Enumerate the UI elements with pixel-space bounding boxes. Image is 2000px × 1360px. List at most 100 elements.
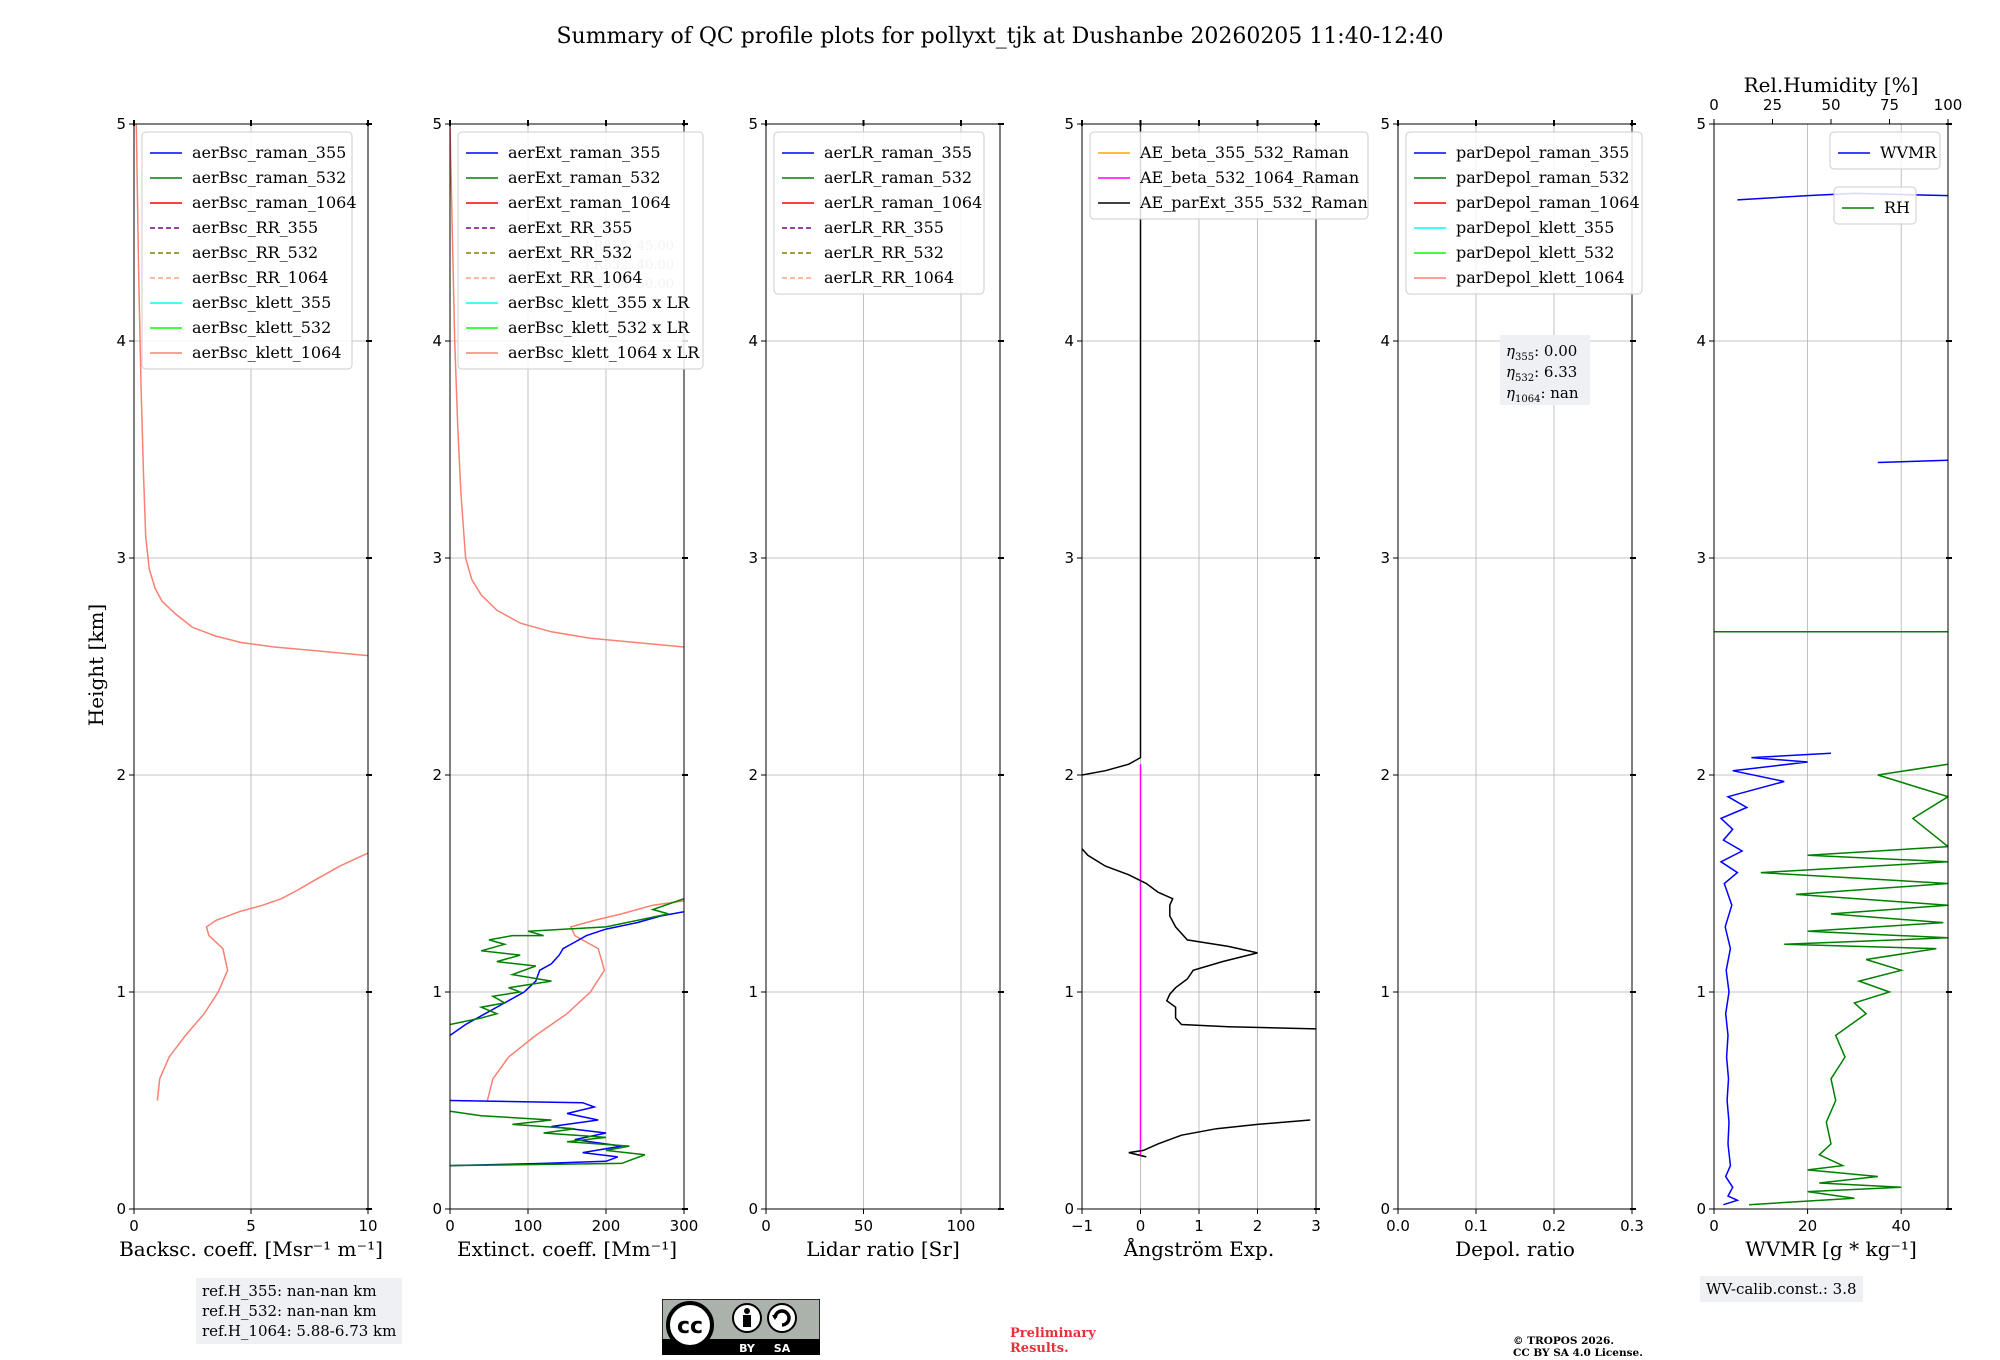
x-tick-label: 100 (947, 1217, 976, 1235)
cc-sa-text: SA (774, 1342, 791, 1355)
x-tick-label: 10 (358, 1217, 377, 1235)
legend-label: parDepol_klett_1064 (1456, 268, 1625, 287)
legend-label: WVMR (1880, 143, 1937, 162)
y-tick-label: 5 (1064, 115, 1074, 133)
y-tick-label: 2 (1696, 766, 1706, 784)
axes-frame (1397, 123, 1633, 1210)
top-x-tick-label: 25 (1763, 96, 1782, 114)
series-line-aerext-raman-355 (450, 910, 684, 1037)
y-tick-label: 0 (1064, 1200, 1074, 1218)
series-line-ae-parext-355-532-raman (1082, 848, 1316, 1030)
eta-line: η355: 0.00 (1506, 342, 1577, 363)
y-tick-label: 2 (748, 766, 758, 784)
legend-box (1089, 131, 1369, 220)
x-axis-label: WVMR [g * kg⁻¹] (1745, 1237, 1917, 1261)
legend-label: aerBsc_RR_355 (192, 218, 318, 237)
y-tick-label: 4 (1696, 332, 1706, 350)
eta-value: : 0.00 (1534, 342, 1577, 360)
y-tick-label: 5 (116, 115, 126, 133)
eta-symbol: η (1506, 363, 1515, 381)
series-line-ae-parext-355-532-raman (1082, 124, 1142, 776)
cc-license-badge: cc BY SA (661, 1298, 821, 1359)
series-wvmr (1714, 192, 1948, 1206)
y-tick-label: 3 (1380, 549, 1390, 567)
eta-symbol: η (1506, 384, 1515, 402)
x-tick-label: 50 (854, 1217, 873, 1235)
legend-label: parDepol_klett_355 (1456, 218, 1614, 237)
series-line-aerext-raman-355 (450, 1099, 622, 1167)
legend-label: parDepol_raman_1064 (1456, 193, 1640, 212)
series-line-aerext-raman-532 (450, 1110, 646, 1167)
legend-angstrom: AE_beta_355_532_Raman AE_beta_532_1064_Ra… (1089, 131, 1369, 220)
y-tick-label: 1 (748, 983, 758, 1001)
legend-label: aerBsc_klett_1064 (192, 343, 341, 362)
legend-box (1405, 131, 1643, 295)
legend-label: aerLR_raman_532 (824, 168, 972, 187)
legend-label: AE_beta_355_532_Raman (1139, 143, 1349, 162)
top-x-tick-label: 0 (1709, 96, 1719, 114)
x-tick-label: 200 (592, 1217, 621, 1235)
legend-wvmr-wvmr: WVMR (1829, 131, 1941, 170)
legend-label: aerExt_raman_532 (508, 168, 661, 187)
eta-line: η1064: nan (1506, 384, 1579, 405)
eta-symbol: η (1506, 342, 1515, 360)
series-extinction (450, 124, 684, 1167)
x-tick-label: 0 (129, 1217, 139, 1235)
x-axis-label: Lidar ratio [Sr] (806, 1237, 960, 1261)
x-ticks-backscatter: 0 5 10 (129, 120, 378, 1235)
legend-box (1833, 186, 1917, 225)
ref-height-355: ref.H_355: nan-nan km (202, 1282, 377, 1300)
grid-depol (1398, 124, 1632, 1209)
x-tick-label: 20 (1798, 1217, 1817, 1235)
x-ticks-angstrom: −1 0 1 2 3 (1071, 120, 1321, 1235)
legend-box (1829, 131, 1941, 170)
top-x-tick-label: 100 (1934, 96, 1963, 114)
y-tick-label: 3 (1064, 549, 1074, 567)
y-tick-label: 3 (748, 549, 758, 567)
y-tick-label: 4 (748, 332, 758, 350)
axes-frame (449, 123, 685, 1210)
axes-frame (765, 123, 1001, 1210)
x-tick-label: 0 (1709, 1217, 1719, 1235)
cc-text: cc (677, 1314, 703, 1339)
series-line-aerbsc-klett-1064-x-lr (450, 124, 684, 648)
x-ticks-extinction: 0 100 200 300 (445, 120, 698, 1235)
wv-calibration-constant: WV-calib.const.: 3.8 (1706, 1280, 1857, 1298)
reference-height-box: ref.H_355: nan-nan km ref.H_532: nan-nan… (196, 1278, 403, 1344)
y-tick-label: 1 (1380, 983, 1390, 1001)
axes-frame (1713, 123, 1949, 1210)
legend-label: aerBsc_klett_1064 x LR (508, 343, 700, 362)
legend-label: aerExt_RR_355 (508, 218, 632, 237)
y-ticks-lidar_ratio: 0 1 2 3 4 5 (748, 115, 1004, 1218)
grid-wvmr (1714, 124, 1948, 1209)
x-tick-label: 0 (761, 1217, 771, 1235)
copyright-note: © TROPOS 2026. CC BY SA 4.0 License. (1513, 1335, 1643, 1359)
panel-depol: 0 1 2 3 4 5 0.0 0.1 0.2 0.3 Depol. ratio parDepol_r… (1380, 115, 1643, 1261)
y-tick-label: 1 (1064, 983, 1074, 1001)
x-tick-label: 0 (1136, 1217, 1146, 1235)
cc-by-text: BY (739, 1342, 756, 1355)
series-line-rh (1749, 763, 1948, 1206)
legend-label: aerLR_RR_532 (824, 243, 944, 262)
x-ticks-wvmr: 0 20 40 0 25 50 75 100 (1709, 96, 1962, 1235)
y-tick-label: 3 (432, 549, 442, 567)
y-tick-label: 2 (116, 766, 126, 784)
grid-lidar_ratio (766, 124, 1000, 1209)
grid-angstrom (1082, 124, 1316, 1209)
x-ticks-depol: 0.0 0.1 0.2 0.3 (1386, 120, 1644, 1235)
y-ticks-wvmr: 0 1 2 3 4 5 (1696, 115, 1952, 1218)
legend-label: aerBsc_klett_355 (192, 293, 331, 312)
legend-label: aerBsc_klett_532 x LR (508, 318, 690, 337)
legend-label: parDepol_raman_355 (1456, 143, 1629, 162)
legend-label: aerBsc_RR_1064 (192, 268, 328, 287)
y-tick-label: 2 (432, 766, 442, 784)
y-tick-label: 4 (1380, 332, 1390, 350)
legend-wvmr-rh: RH (1833, 186, 1917, 225)
legend-label: aerExt_RR_1064 (508, 268, 643, 287)
x-axis-label: Extinct. coeff. [Mm⁻¹] (457, 1237, 677, 1261)
legend-label: aerBsc_raman_1064 (192, 193, 357, 212)
